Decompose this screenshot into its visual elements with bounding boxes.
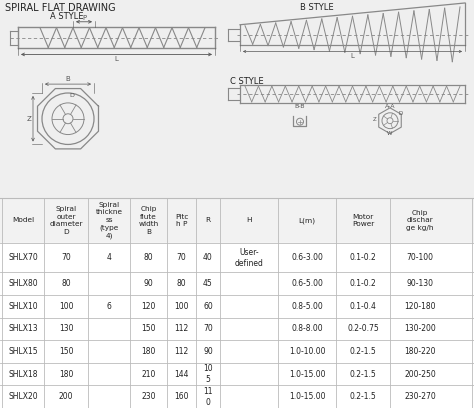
- Text: 0.8-8.00: 0.8-8.00: [291, 324, 323, 333]
- Text: 90: 90: [144, 279, 154, 288]
- Text: L: L: [351, 53, 355, 59]
- Text: 90-130: 90-130: [407, 279, 434, 288]
- Text: 70: 70: [203, 324, 213, 333]
- Text: Z: Z: [373, 117, 377, 122]
- Text: 210: 210: [141, 370, 155, 379]
- Text: 180-220: 180-220: [404, 347, 436, 356]
- Text: A: A: [358, 0, 362, 1]
- Text: Model: Model: [12, 217, 34, 224]
- Text: W: W: [387, 131, 393, 135]
- Text: 200-250: 200-250: [404, 370, 436, 379]
- Text: 180: 180: [141, 347, 155, 356]
- Text: 144: 144: [174, 370, 189, 379]
- Text: B STYLE: B STYLE: [300, 3, 334, 12]
- Text: A-A: A-A: [385, 104, 395, 109]
- Text: 0.2-1.5: 0.2-1.5: [350, 347, 376, 356]
- Text: 150: 150: [59, 347, 73, 356]
- Text: P: P: [309, 0, 311, 1]
- Text: P: P: [82, 15, 86, 21]
- Text: C STYLE: C STYLE: [230, 77, 264, 86]
- Text: Chip
flute
width
B: Chip flute width B: [138, 206, 159, 235]
- Text: 1.0-15.00: 1.0-15.00: [289, 370, 325, 379]
- Text: 45: 45: [203, 279, 213, 288]
- Bar: [0, 273, 474, 295]
- Text: 1.0-15.00: 1.0-15.00: [289, 392, 325, 401]
- Text: 0.1-0.4: 0.1-0.4: [349, 302, 376, 311]
- Text: 0.2-0.75: 0.2-0.75: [347, 324, 379, 333]
- Bar: [0, 363, 474, 386]
- Text: 120-180: 120-180: [404, 302, 436, 311]
- Text: User-
defined: User- defined: [235, 248, 264, 268]
- Text: A STYLE: A STYLE: [50, 12, 83, 21]
- Text: SHLX18: SHLX18: [8, 370, 38, 379]
- Text: 0.1-0.2: 0.1-0.2: [350, 279, 376, 288]
- Text: 0.6-3.00: 0.6-3.00: [291, 253, 323, 262]
- Text: B: B: [408, 0, 412, 1]
- Text: 0.6-5.00: 0.6-5.00: [291, 279, 323, 288]
- Text: 6: 6: [107, 302, 111, 311]
- Bar: [0, 295, 474, 317]
- Text: SHLX13: SHLX13: [8, 324, 38, 333]
- Text: SHLX20: SHLX20: [8, 392, 38, 401]
- Text: 90: 90: [203, 347, 213, 356]
- Text: R: R: [205, 217, 210, 224]
- Text: Z: Z: [27, 116, 31, 122]
- Bar: [0, 198, 474, 243]
- Text: Pitc
h P: Pitc h P: [175, 214, 188, 227]
- Text: B-B: B-B: [295, 104, 305, 109]
- Text: 230-270: 230-270: [404, 392, 436, 401]
- Text: 80: 80: [144, 253, 153, 262]
- Bar: [0, 386, 474, 408]
- Text: SHLX70: SHLX70: [8, 253, 38, 262]
- Text: 112: 112: [174, 324, 189, 333]
- Text: 70: 70: [61, 253, 71, 262]
- Text: 70: 70: [177, 253, 186, 262]
- Text: B: B: [258, 0, 262, 1]
- Text: L(m): L(m): [299, 217, 316, 224]
- Text: 0.1-0.2: 0.1-0.2: [350, 253, 376, 262]
- Text: SHLX15: SHLX15: [8, 347, 38, 356]
- Text: Chip
dischar
ge kg/h: Chip dischar ge kg/h: [406, 210, 434, 231]
- Text: 130-200: 130-200: [404, 324, 436, 333]
- Text: 200: 200: [59, 392, 73, 401]
- Text: 100: 100: [59, 302, 73, 311]
- Text: 130: 130: [59, 324, 73, 333]
- Text: Motor
Power: Motor Power: [352, 214, 374, 227]
- Text: SHLX10: SHLX10: [8, 302, 38, 311]
- Text: Spiral
thickne
ss
(type
4): Spiral thickne ss (type 4): [95, 202, 122, 239]
- Text: 4: 4: [107, 253, 111, 262]
- Bar: [0, 340, 474, 363]
- Text: 160: 160: [174, 392, 189, 401]
- Text: 11
0: 11 0: [203, 387, 213, 407]
- Bar: [0, 243, 474, 273]
- Text: 112: 112: [174, 347, 189, 356]
- Text: SHLX80: SHLX80: [8, 279, 38, 288]
- Text: B: B: [65, 76, 70, 82]
- Text: 10
5: 10 5: [203, 364, 213, 384]
- Text: 60: 60: [203, 302, 213, 311]
- Bar: [0, 317, 474, 340]
- Text: 0.8-5.00: 0.8-5.00: [291, 302, 323, 311]
- Text: 0.2-1.5: 0.2-1.5: [350, 392, 376, 401]
- Text: 70-100: 70-100: [407, 253, 434, 262]
- Text: 120: 120: [141, 302, 155, 311]
- Text: 0.2-1.5: 0.2-1.5: [350, 370, 376, 379]
- Text: 230: 230: [141, 392, 156, 401]
- Text: H: H: [246, 217, 252, 224]
- Text: 40: 40: [203, 253, 213, 262]
- Text: 80: 80: [177, 279, 186, 288]
- Text: 150: 150: [141, 324, 156, 333]
- Text: Spiral
outer
diameter
D: Spiral outer diameter D: [49, 206, 83, 235]
- Text: 180: 180: [59, 370, 73, 379]
- Text: D: D: [399, 111, 403, 116]
- Text: SPIRAL FLAT DRAWING: SPIRAL FLAT DRAWING: [5, 3, 116, 13]
- Text: 100: 100: [174, 302, 189, 311]
- Text: 80: 80: [61, 279, 71, 288]
- Text: L: L: [114, 56, 118, 62]
- Text: 1.0-10.00: 1.0-10.00: [289, 347, 325, 356]
- Text: D: D: [69, 93, 74, 98]
